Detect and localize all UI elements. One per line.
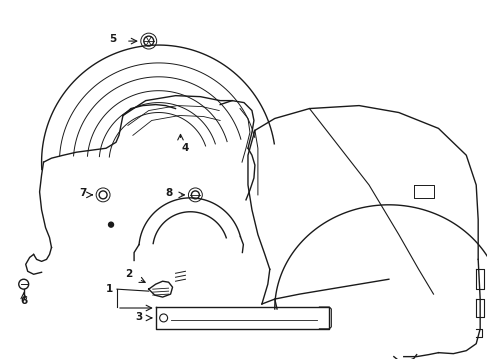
Text: 8: 8 [164,188,172,198]
Text: 3: 3 [135,312,142,322]
Text: 5: 5 [109,34,117,44]
Text: 4: 4 [182,143,189,153]
Text: 7: 7 [80,188,87,198]
Circle shape [108,222,113,227]
Text: 1: 1 [105,284,112,294]
Text: 6: 6 [20,296,27,306]
Text: 2: 2 [125,269,132,279]
